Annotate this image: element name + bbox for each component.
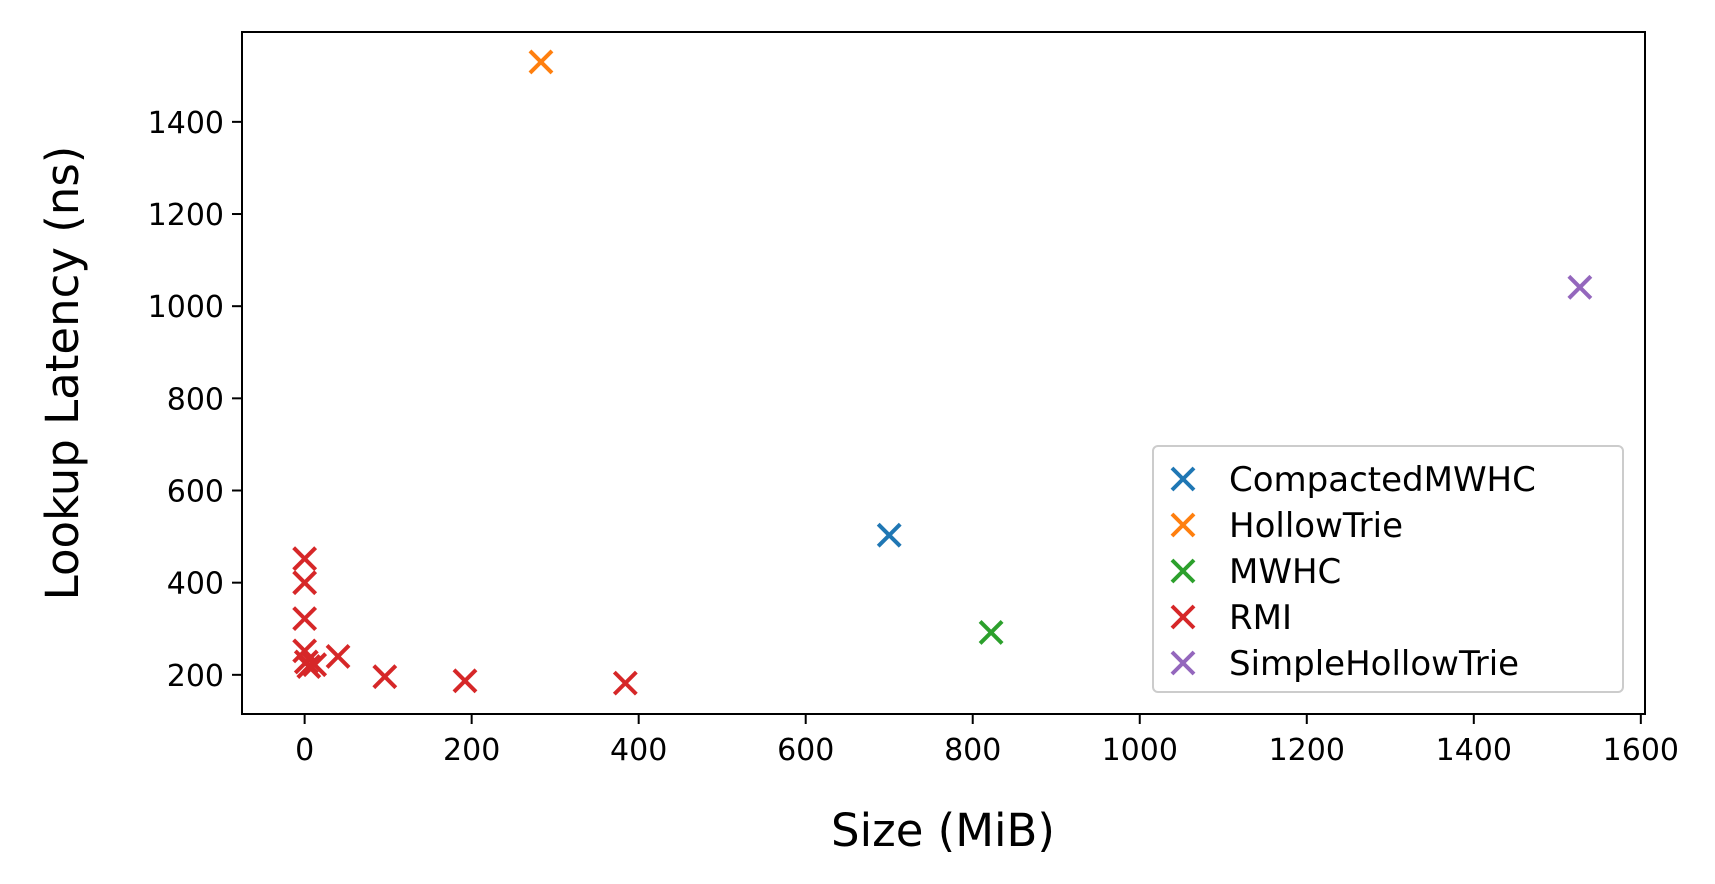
y-tick-label: 600 — [167, 475, 224, 510]
x-tick-label: 1600 — [1603, 733, 1679, 768]
data-point — [978, 620, 1004, 645]
x-tick-label: 800 — [944, 733, 1001, 768]
legend-marker-icon — [1170, 650, 1196, 676]
plot-frame — [241, 31, 1646, 715]
x-tick-label: 600 — [777, 733, 834, 768]
x-tick-label: 1000 — [1102, 733, 1178, 768]
legend-marker-icon — [1170, 466, 1196, 492]
data-point — [612, 670, 638, 696]
data-point — [292, 546, 318, 572]
x-tick-label: 400 — [610, 733, 667, 768]
data-point — [528, 49, 554, 75]
data-point — [325, 643, 351, 669]
x-tick-label: 1400 — [1436, 733, 1512, 768]
y-tick-label: 800 — [167, 382, 224, 417]
series-rmi — [292, 546, 638, 696]
y-tick-label: 200 — [167, 659, 224, 694]
series-hollowtrie — [528, 49, 554, 75]
x-axis-label: Size (MiB) — [831, 804, 1055, 857]
data-point — [292, 570, 318, 596]
y-tick-label: 400 — [167, 567, 224, 602]
y-tick-label: 1000 — [148, 290, 224, 325]
y-axis-label: Lookup Latency (ns) — [36, 146, 89, 601]
data-point — [1567, 274, 1593, 300]
data-point — [452, 668, 478, 694]
data-point — [296, 654, 322, 679]
data-point — [372, 664, 398, 690]
series-mwhc — [978, 620, 1004, 645]
legend-box — [1152, 445, 1624, 693]
legend-marker-icon — [1170, 512, 1196, 538]
data-point — [302, 652, 328, 678]
x-tick-label: 0 — [295, 733, 314, 768]
legend-label: MWHC — [1229, 552, 1341, 592]
legend: CompactedMWHC HollowTrie MWHC RMI SimpleHoll… — [1152, 445, 1624, 693]
series-compactedmwhc — [876, 522, 902, 548]
series-simplehollowtrie — [1567, 274, 1593, 300]
legend-label: HollowTrie — [1229, 506, 1403, 546]
y-tick-label: 1400 — [148, 106, 224, 141]
legend-marker-icon — [1170, 604, 1196, 630]
legend-label: SimpleHollowTrie — [1229, 644, 1519, 684]
data-point — [292, 606, 318, 632]
legend-label: RMI — [1229, 598, 1292, 638]
y-tick-label: 1200 — [148, 198, 224, 233]
x-tick-label: 1200 — [1269, 733, 1345, 768]
data-point — [876, 522, 902, 548]
legend-marker-icon — [1170, 558, 1196, 584]
x-tick-label: 200 — [443, 733, 500, 768]
legend-label: CompactedMWHC — [1229, 460, 1536, 500]
